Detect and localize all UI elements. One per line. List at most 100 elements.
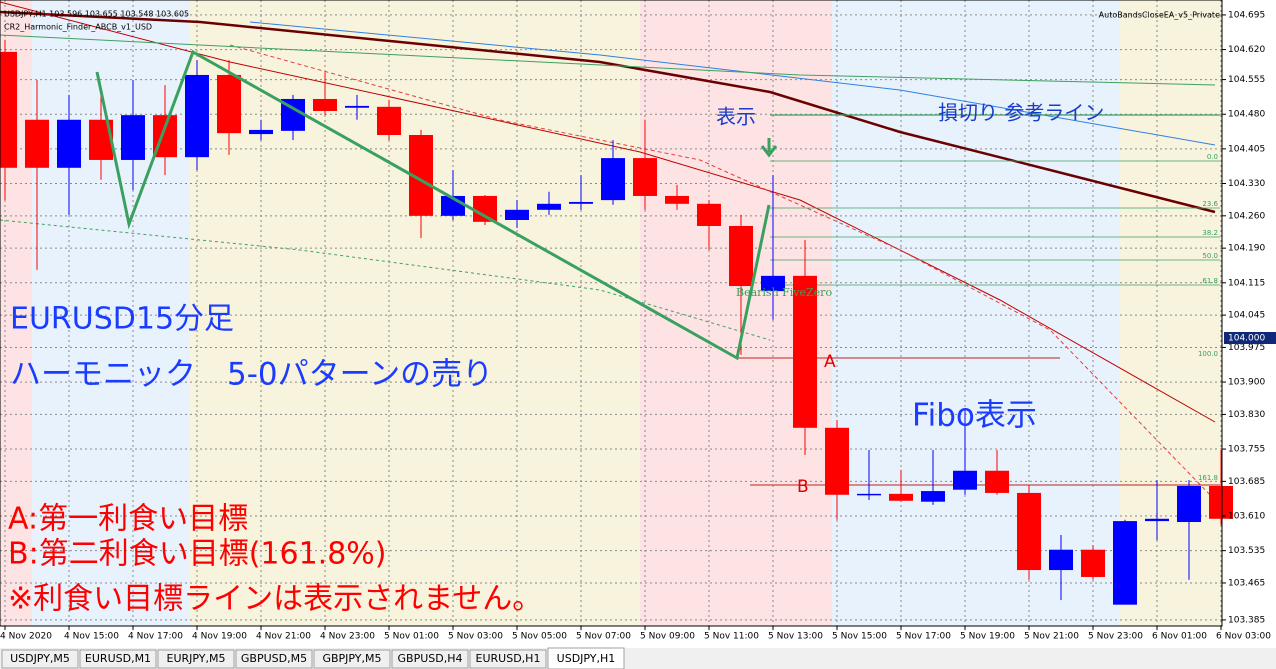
- annotation: B:第二利食い目標(161.8%): [8, 537, 387, 572]
- header: USDJPY,H1 103.596 103.655 103.548 103.60…: [4, 10, 189, 19]
- tab-label[interactable]: EURUSD,M1: [85, 652, 151, 665]
- fib-label: 38.2: [1202, 229, 1218, 237]
- ma-line: [0, 1, 1216, 423]
- y-tick-label: 104.480: [1228, 110, 1265, 120]
- candle-body: [857, 493, 881, 496]
- fib-label: 50.0: [1202, 252, 1218, 260]
- tabs: USDJPY,M5 EURUSD,M1 EURJPY,M5 GBPUSD,M5 GBPJ…: [1, 647, 625, 669]
- tab-label[interactable]: USDJPY,H1: [557, 652, 616, 665]
- x-tick-label: 4 Nov 21:00: [256, 632, 311, 642]
- candle-body: [25, 119, 49, 168]
- session-band: [32, 0, 190, 626]
- tab-bg[interactable]: [157, 649, 235, 669]
- tab-bg[interactable]: [313, 649, 391, 669]
- fib-label: 61.8: [1202, 277, 1218, 285]
- tab-bg[interactable]: [391, 649, 469, 669]
- candle-body: [601, 158, 625, 201]
- x-tick-label: 6 Nov 01:00: [1152, 632, 1207, 642]
- x-tick-label: 5 Nov 03:00: [448, 632, 503, 642]
- x-tick-label: 6 Nov 03:00: [1216, 632, 1271, 642]
- tab-bg[interactable]: [79, 649, 157, 669]
- pattern-label: Bearish FiveZero: [736, 286, 832, 299]
- y-tick-label: 104.405: [1228, 144, 1265, 154]
- candle-body: [793, 275, 817, 428]
- x-tick-label: 5 Nov 19:00: [960, 632, 1015, 642]
- x-tick-label: 5 Nov 07:00: [576, 632, 631, 642]
- candle-body: [569, 201, 593, 204]
- annotation: A: [824, 352, 836, 372]
- y-tick-label: 104.695: [1228, 10, 1265, 20]
- candle-body: [505, 209, 529, 220]
- candle-body: [1049, 549, 1073, 571]
- y-tick-label: 103.465: [1228, 578, 1265, 588]
- expert-name: AutoBandsCloseEA_v5_Private: [1099, 11, 1220, 20]
- x-tick-label: 4 Nov 2020: [0, 632, 52, 642]
- price-tag-bg: [1224, 332, 1276, 344]
- candle-body: [889, 493, 913, 501]
- y-tick-label: 104.115: [1228, 278, 1265, 288]
- band-line: [0, 219, 771, 341]
- candle-body: [1113, 521, 1137, 605]
- annotation: 損切り 参考ライン: [938, 101, 1104, 125]
- tab-bg[interactable]: [469, 649, 547, 669]
- x-tick-label: 5 Nov 21:00: [1024, 632, 1079, 642]
- candle-body: [633, 158, 657, 196]
- y-tick-label: 104.260: [1228, 211, 1265, 221]
- candle-body: [537, 203, 561, 210]
- tab-label[interactable]: USDJPY,M5: [10, 652, 70, 665]
- tab-bg[interactable]: [235, 649, 313, 669]
- x-tick-label: 4 Nov 15:00: [64, 632, 119, 642]
- ma-line: [0, 10, 1216, 214]
- candle-body: [0, 51, 17, 168]
- candle-body: [345, 105, 369, 108]
- x-tick-label: 5 Nov 09:00: [640, 632, 695, 642]
- candle-body: [1145, 518, 1169, 522]
- tab-label[interactable]: GBPUSD,M5: [241, 652, 307, 665]
- candle-body: [985, 470, 1009, 493]
- plot-frame: [0, 0, 1223, 627]
- candle-body: [825, 427, 849, 495]
- grid: [0, 0, 1222, 626]
- x-tick-label: 5 Nov 17:00: [896, 632, 951, 642]
- candle-body: [1017, 492, 1041, 571]
- annotation: ※利食い目標ラインは表示されません。: [8, 582, 542, 617]
- y-tick-label: 104.045: [1228, 311, 1265, 321]
- x-tick-label: 5 Nov 05:00: [512, 632, 567, 642]
- y-tick-label: 103.685: [1228, 477, 1265, 487]
- candle-body: [121, 115, 145, 160]
- fib-label: 161.8: [1198, 474, 1218, 482]
- candles: [0, 39, 1233, 605]
- y-tick-label: 103.755: [1228, 445, 1265, 455]
- x-tick-label: 4 Nov 17:00: [128, 632, 183, 642]
- y-tick-label: 104.555: [1228, 75, 1265, 85]
- tab-label[interactable]: EURUSD,H1: [476, 652, 541, 665]
- candle-body: [1177, 485, 1201, 523]
- tab-label[interactable]: EURJPY,M5: [167, 652, 226, 665]
- annotation: EURUSD15分足: [10, 302, 234, 337]
- tab-label[interactable]: GBPUSD,H4: [398, 652, 463, 665]
- y-tick-label: 104.190: [1228, 244, 1265, 254]
- x-tick-label: 5 Nov 13:00: [768, 632, 823, 642]
- candle-body: [249, 129, 273, 135]
- price-tag: 104.000: [1228, 334, 1265, 344]
- candle-body: [921, 491, 945, 502]
- candle-body: [377, 106, 401, 136]
- tab-bg[interactable]: [547, 647, 625, 669]
- band-line: [229, 44, 1216, 501]
- labels: 104.695 104.620 104.555 104.480 104.405 104.3…: [0, 10, 1276, 642]
- tab-label[interactable]: GBPJPY,M5: [322, 652, 381, 665]
- candle-body: [761, 275, 785, 292]
- annotation: 表示: [716, 105, 756, 129]
- y-tick-label: 103.900: [1228, 378, 1265, 388]
- fib-label: 0.0: [1207, 153, 1218, 161]
- fib-label: 23.6: [1202, 200, 1218, 208]
- indicator-name: CR2_Harmonic_Finder_ABCB_v1_USD: [4, 23, 152, 32]
- candle-body: [217, 74, 241, 134]
- annotation: ハーモニック 5-0パターンの売り: [10, 357, 493, 393]
- candle-body: [953, 470, 977, 490]
- annotation: Fibo表示: [912, 398, 1037, 434]
- tab-bg[interactable]: [1, 649, 79, 669]
- y-tick-label: 103.535: [1228, 546, 1265, 556]
- candle-body: [57, 119, 81, 168]
